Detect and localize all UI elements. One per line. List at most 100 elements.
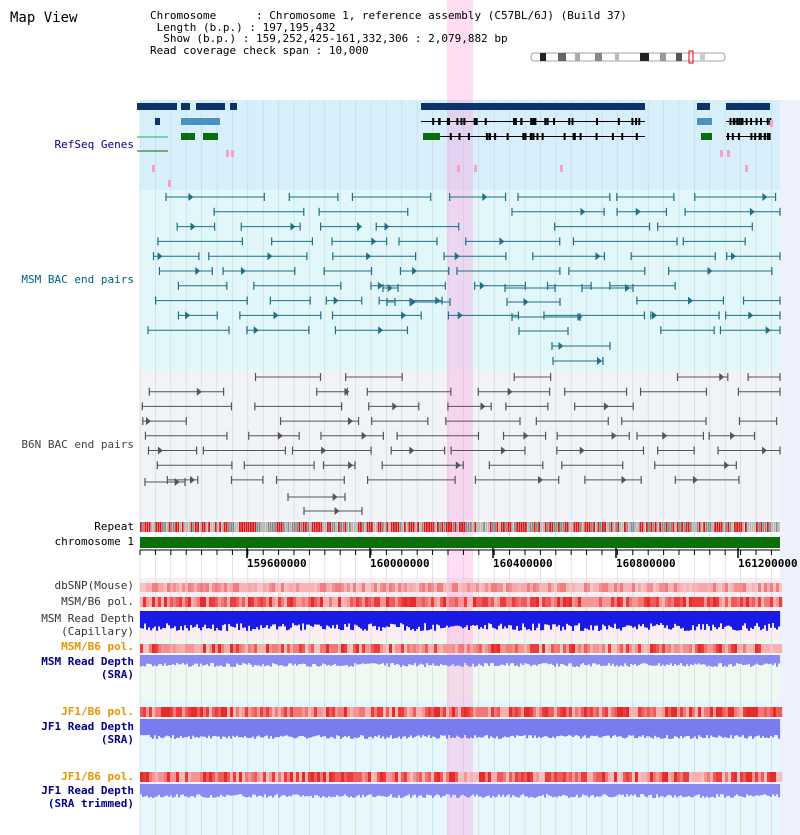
repeat-mark xyxy=(641,522,644,532)
depth-bar xyxy=(290,719,293,737)
depth-bar xyxy=(388,719,391,738)
heat-cell xyxy=(659,644,663,653)
depth-bar xyxy=(528,784,531,798)
heat-cell xyxy=(224,644,228,653)
depth-bar xyxy=(676,784,679,798)
depth-bar xyxy=(246,611,249,631)
heat-cell xyxy=(428,583,432,592)
refseq-genes-label[interactable]: RefSeq Genes xyxy=(54,138,134,151)
repeat-mark xyxy=(269,522,272,532)
msm-bac-label[interactable]: MSM BAC end pairs xyxy=(21,273,134,286)
depth-bar xyxy=(248,611,251,626)
dbsnp-label: dbSNP(Mouse) xyxy=(54,579,134,592)
heat-cell xyxy=(263,644,267,653)
depth-bar xyxy=(282,719,285,737)
heat-cell xyxy=(731,644,735,653)
depth-bar xyxy=(298,719,301,737)
depth-bar xyxy=(320,655,323,666)
heat-cell xyxy=(440,583,444,592)
repeat-mark xyxy=(575,522,578,532)
depth-bar xyxy=(698,611,701,624)
heat-cell xyxy=(596,707,600,717)
repeat-mark xyxy=(250,522,252,532)
heat-cell xyxy=(491,597,495,607)
depth-bar xyxy=(280,655,283,665)
depth-bar xyxy=(666,611,669,626)
heat-cell xyxy=(545,583,549,592)
repeat-mark xyxy=(318,522,320,532)
bac-arrow xyxy=(190,475,196,484)
depth-bar xyxy=(596,611,599,626)
depth-bar xyxy=(408,611,411,628)
msm-depth-sra-sub: (SRA) xyxy=(100,668,134,681)
depth-bar xyxy=(632,784,635,796)
depth-bar xyxy=(598,784,601,797)
depth-bar xyxy=(676,655,679,666)
heat-cell xyxy=(569,644,573,653)
repeat-mark xyxy=(155,522,158,532)
heat-cell xyxy=(506,597,510,607)
gene-exon xyxy=(463,118,466,125)
repeat-mark xyxy=(197,522,199,532)
bac-arrow xyxy=(333,296,339,305)
repeat-mark xyxy=(685,522,688,532)
heat-cell xyxy=(149,597,153,607)
heat-cell xyxy=(266,583,270,592)
heat-cell xyxy=(398,644,402,653)
heat-cell xyxy=(719,583,723,592)
depth-bar xyxy=(674,784,677,796)
bac-arrow xyxy=(635,207,641,216)
heat-cell xyxy=(371,597,375,607)
heat-cell xyxy=(596,772,600,782)
gene-exon xyxy=(729,118,732,125)
heat-cell xyxy=(191,597,195,607)
heat-cell xyxy=(143,597,147,607)
depth-bar xyxy=(670,655,673,664)
ideogram-band xyxy=(615,53,619,61)
depth-bar xyxy=(568,655,571,664)
repeat-mark xyxy=(505,522,507,532)
heat-cell xyxy=(626,644,630,653)
depth-bar xyxy=(492,719,495,738)
depth-bar xyxy=(180,611,183,627)
repeat-mark xyxy=(496,522,499,532)
depth-bar xyxy=(406,784,409,796)
repeat-mark xyxy=(690,522,692,532)
b6n-bac-label[interactable]: B6N BAC end pairs xyxy=(21,438,134,451)
depth-bar xyxy=(750,719,753,736)
depth-bar xyxy=(502,655,505,665)
repeat-mark xyxy=(628,522,631,532)
heat-cell xyxy=(497,772,501,782)
repeat-mark xyxy=(635,522,637,532)
repeat-mark xyxy=(643,522,646,532)
depth-bar xyxy=(754,655,757,665)
depth-bar xyxy=(198,719,201,738)
heat-cell xyxy=(698,583,702,592)
depth-bar xyxy=(724,719,727,738)
depth-bar xyxy=(696,655,699,665)
repeat-mark xyxy=(709,522,712,532)
depth-bar xyxy=(384,784,387,797)
repeat-mark xyxy=(366,522,369,532)
heat-cell xyxy=(350,583,354,592)
depth-bar xyxy=(198,784,201,795)
depth-bar xyxy=(704,611,707,630)
heat-cell xyxy=(542,583,546,592)
gene-exon xyxy=(745,118,748,125)
depth-bar xyxy=(182,719,185,738)
heat-cell xyxy=(290,644,294,653)
heat-cell xyxy=(473,772,477,782)
heat-cell xyxy=(350,772,354,782)
repeat-mark xyxy=(492,522,494,532)
depth-bar xyxy=(372,611,375,627)
bac-arrow xyxy=(707,267,713,275)
depth-bar xyxy=(550,719,553,739)
depth-bar xyxy=(722,784,725,795)
depth-bar xyxy=(604,611,607,627)
heat-cell xyxy=(725,707,729,717)
depth-bar xyxy=(536,719,539,738)
heat-cell xyxy=(188,772,192,782)
heat-cell xyxy=(674,597,678,607)
depth-bar xyxy=(568,611,571,626)
